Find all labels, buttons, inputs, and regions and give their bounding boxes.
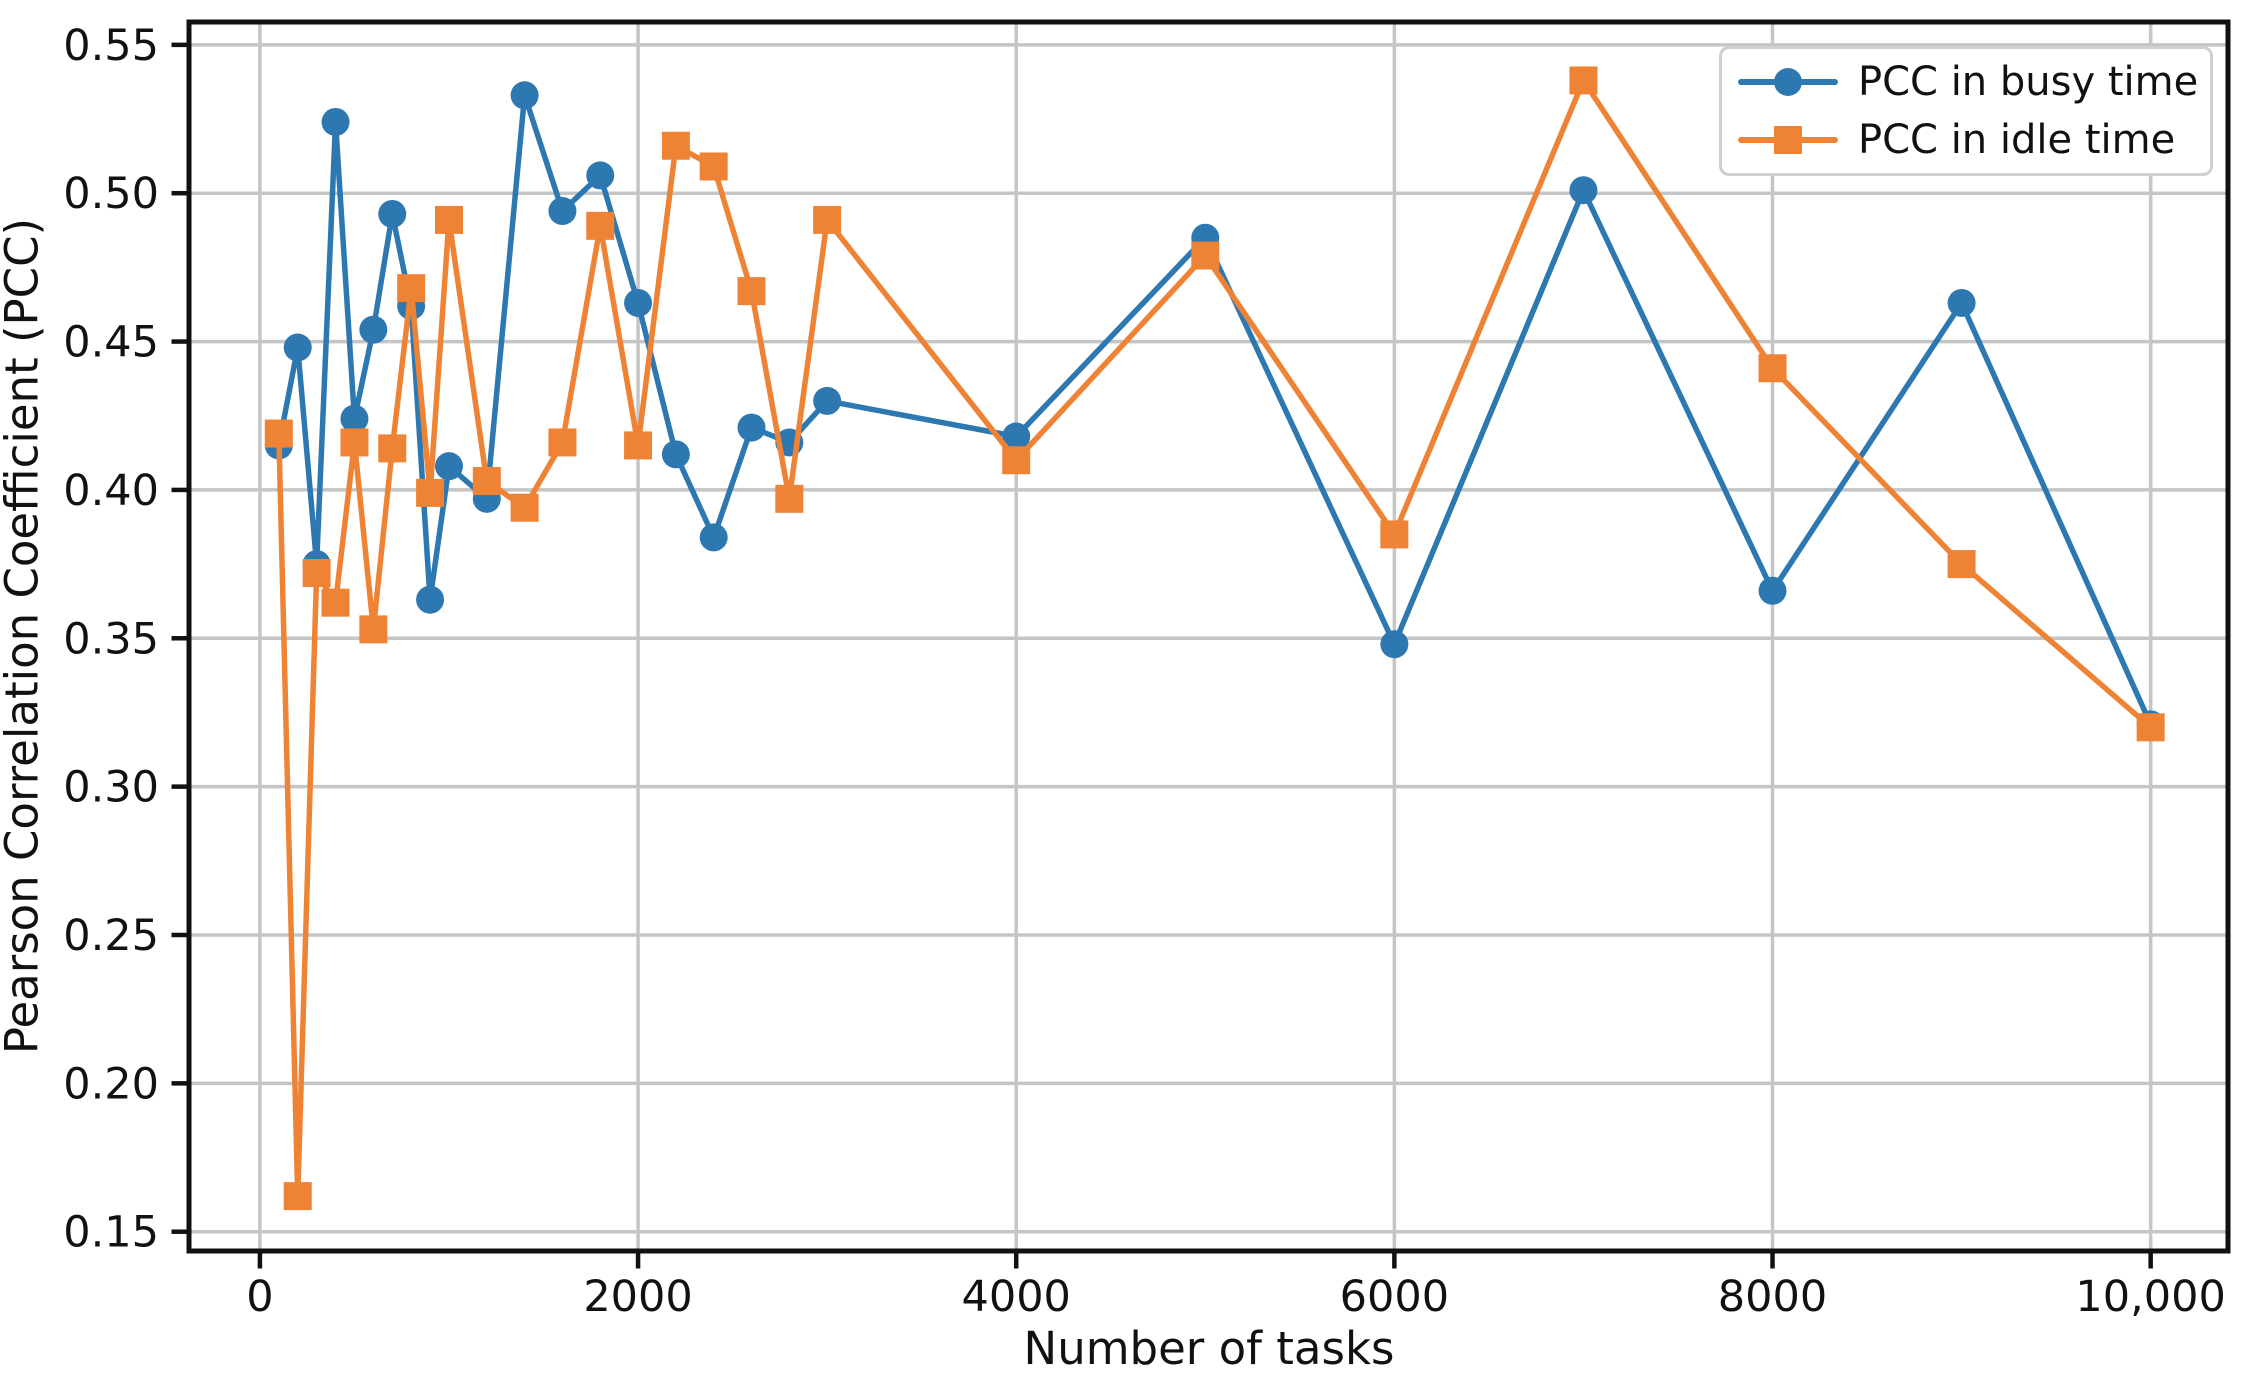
idle-data-point xyxy=(416,478,445,507)
busy-data-point xyxy=(548,197,577,226)
busy-data-point xyxy=(1569,176,1598,205)
legend-label-busy: PCC in busy time xyxy=(1858,59,2199,105)
legend: PCC in busy time PCC in idle time xyxy=(1719,46,2213,176)
idle-series-marker-icon xyxy=(1738,126,1838,154)
x-tick-label: 8000 xyxy=(1718,1272,1827,1322)
grid-layer xyxy=(189,22,2228,1251)
idle-data-point xyxy=(302,559,331,588)
busy-data-point xyxy=(321,107,350,136)
idle-data-point xyxy=(2136,713,2165,742)
busy-data-point xyxy=(510,81,539,110)
busy-data-point xyxy=(737,413,766,442)
y-tick-label: 0.25 xyxy=(63,911,159,961)
idle-data-point xyxy=(661,131,690,160)
idle-data-point xyxy=(340,428,369,457)
axes-spines xyxy=(186,19,2231,1254)
busy-data-point xyxy=(1758,576,1787,605)
idle-data-point xyxy=(1002,446,1031,475)
idle-data-point xyxy=(699,152,728,181)
idle-data-point xyxy=(510,493,539,522)
idle-data-point xyxy=(775,484,804,513)
busy-data-point xyxy=(661,440,690,469)
idle-data-point xyxy=(548,428,577,457)
legend-item-busy: PCC in busy time xyxy=(1738,53,2210,111)
y-tick-label: 0.50 xyxy=(63,169,159,219)
idle-data-point xyxy=(1569,66,1598,95)
busy-data-point xyxy=(416,585,445,614)
idle-data-point xyxy=(378,434,407,463)
x-tick-label: 6000 xyxy=(1340,1272,1449,1322)
busy-data-point xyxy=(624,288,653,317)
busy-data-point xyxy=(1002,422,1031,451)
idle-data-point xyxy=(737,277,766,306)
x-tick-label: 4000 xyxy=(961,1272,1070,1322)
legend-item-idle: PCC in idle time xyxy=(1738,111,2210,169)
busy-data-point xyxy=(813,386,842,415)
y-tick-label: 0.30 xyxy=(63,763,159,813)
tick-label-layer: 0 2000 4000 6000 8000 10,000 0.15 0.20 0.25 0.30 0… xyxy=(63,21,2226,1322)
busy-data-point xyxy=(283,333,312,362)
idle-data-point xyxy=(1947,550,1976,579)
y-tick-label: 0.45 xyxy=(63,318,159,368)
y-tick-label: 0.15 xyxy=(63,1208,159,1258)
x-tick-label: 0 xyxy=(246,1272,273,1322)
x-axis-title: Number of tasks xyxy=(1023,1322,1395,1375)
y-tick-label: 0.20 xyxy=(63,1059,159,1109)
legend-label-idle: PCC in idle time xyxy=(1858,117,2176,163)
idle-data-point xyxy=(359,615,388,644)
busy-data-point xyxy=(434,452,463,481)
idle-data-point xyxy=(624,431,653,460)
idle-data-point xyxy=(1758,354,1787,383)
idle-data-point xyxy=(321,588,350,617)
busy-series-marker-icon xyxy=(1738,68,1838,96)
idle-data-point xyxy=(586,211,615,240)
idle-data-point xyxy=(472,467,501,496)
idle-series-markers xyxy=(264,66,2165,1211)
idle-data-point xyxy=(434,205,463,234)
busy-data-point xyxy=(340,404,369,433)
x-tick-label: 10,000 xyxy=(2075,1272,2225,1322)
tick-layer xyxy=(171,42,2153,1269)
idle-data-point xyxy=(813,205,842,234)
idle-data-point xyxy=(283,1182,312,1211)
y-tick-label: 0.35 xyxy=(63,614,159,664)
y-axis-title: Pearson Correlation Coefficient (PCC) xyxy=(0,217,49,1055)
plot-area xyxy=(189,22,2228,1251)
idle-data-point xyxy=(264,419,293,448)
busy-data-point xyxy=(359,315,388,344)
idle-data-point xyxy=(397,274,426,303)
busy-data-point xyxy=(699,523,728,552)
idle-data-point xyxy=(1380,520,1409,549)
busy-data-point xyxy=(378,199,407,228)
busy-data-point xyxy=(1947,288,1976,317)
y-tick-label: 0.40 xyxy=(63,466,159,516)
busy-data-point xyxy=(1380,630,1409,659)
y-tick-label: 0.55 xyxy=(63,21,159,71)
busy-data-point xyxy=(586,161,615,190)
x-tick-label: 2000 xyxy=(583,1272,692,1322)
idle-data-point xyxy=(1191,241,1220,270)
